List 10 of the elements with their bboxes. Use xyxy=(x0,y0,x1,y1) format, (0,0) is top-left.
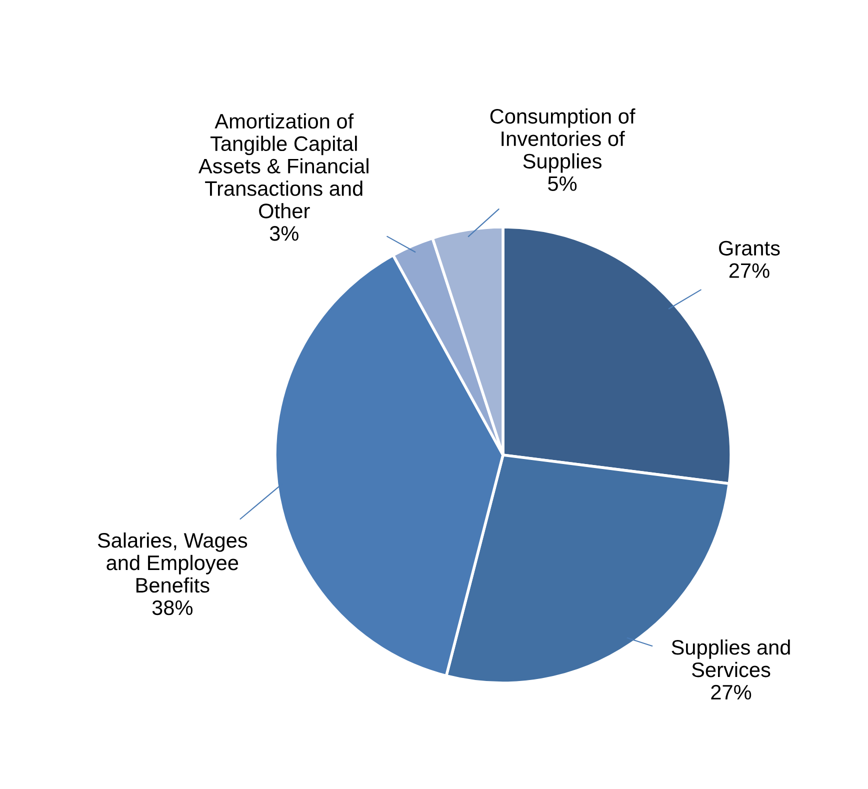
slice-label: Grants xyxy=(719,240,780,256)
data-label: 27% xyxy=(711,684,752,700)
slice-label: Consumption of Inventories of Supplies xyxy=(490,108,636,173)
data-label: 27% xyxy=(729,263,770,278)
slice-label: Supplies and Services xyxy=(672,639,790,678)
data-label: 38% xyxy=(152,600,193,616)
slice-label: Salaries, Wages and Employee Benefits xyxy=(98,532,248,593)
slice-label: Amortization of Tangible Capital Assets & Financial Transactions and Other xyxy=(198,113,368,218)
data-label: 5% xyxy=(548,176,577,192)
data-label: 3% xyxy=(270,226,298,241)
